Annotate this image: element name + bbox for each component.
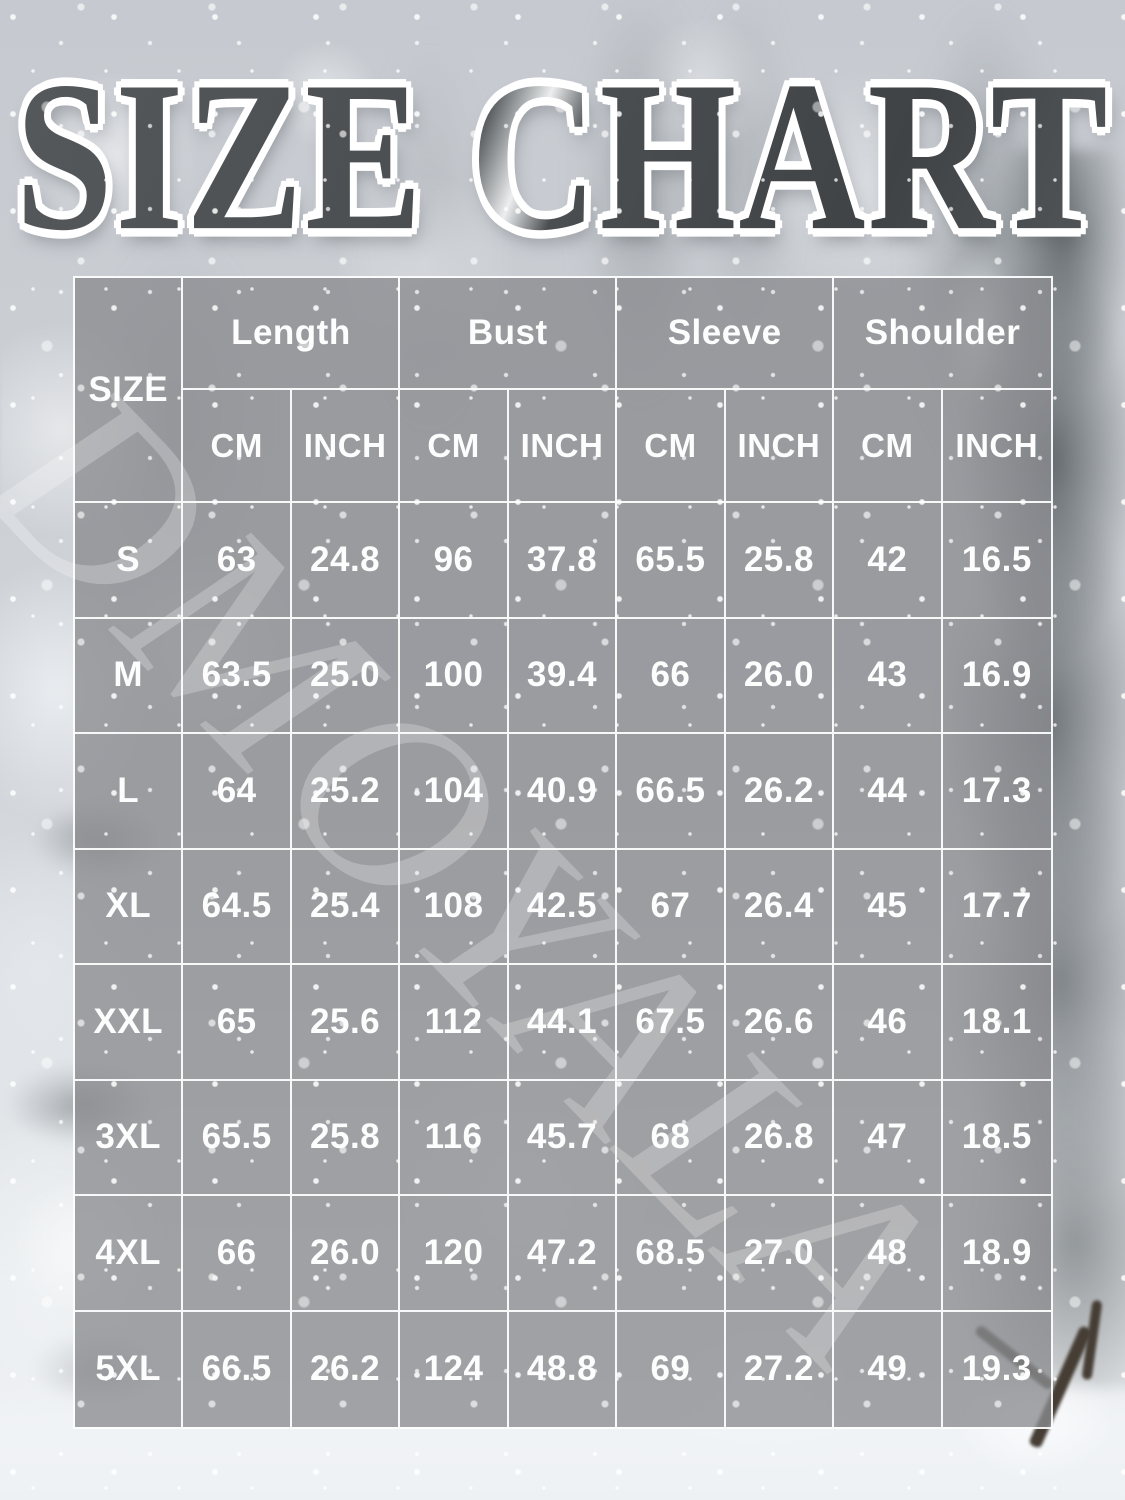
value-cell: 47.2: [508, 1196, 618, 1312]
value-cell: 26.6: [725, 965, 835, 1081]
row-label: M: [75, 618, 184, 734]
unit-header-sleeve-inch: INCH: [725, 390, 835, 503]
unit-header-length-inch: INCH: [291, 390, 401, 503]
row-label: S: [75, 503, 184, 619]
value-cell: 37.8: [508, 503, 618, 619]
size-chart-table: SIZE Length Bust Sleeve Shoulder CM INCH…: [73, 276, 1053, 1429]
value-cell: 46: [834, 965, 943, 1081]
value-cell: 43: [834, 618, 943, 734]
value-cell: 25.8: [291, 1080, 401, 1196]
value-cell: 108: [400, 849, 509, 965]
value-cell: 69: [617, 1311, 726, 1427]
value-cell: 44: [834, 734, 943, 850]
value-cell: 25.2: [291, 734, 401, 850]
row-label: XXL: [75, 965, 184, 1081]
value-cell: 120: [400, 1196, 509, 1312]
value-cell: 42: [834, 503, 943, 619]
group-header-bust: Bust: [400, 278, 618, 390]
value-cell: 66.5: [617, 734, 726, 850]
value-cell: 27.0: [725, 1196, 835, 1312]
value-cell: 16.9: [942, 618, 1051, 734]
group-header-length: Length: [183, 278, 401, 390]
unit-header-sleeve-cm: CM: [617, 390, 726, 503]
value-cell: 26.2: [725, 734, 835, 850]
value-cell: 104: [400, 734, 509, 850]
row-label: XL: [75, 849, 184, 965]
unit-header-length-cm: CM: [183, 390, 292, 503]
value-cell: 16.5: [942, 503, 1051, 619]
value-cell: 26.4: [725, 849, 835, 965]
value-cell: 68.5: [617, 1196, 726, 1312]
value-cell: 18.1: [942, 965, 1051, 1081]
value-cell: 27.2: [725, 1311, 835, 1427]
group-header-sleeve: Sleeve: [617, 278, 835, 390]
value-cell: 26.8: [725, 1080, 835, 1196]
value-cell: 96: [400, 503, 509, 619]
unit-header-bust-cm: CM: [400, 390, 509, 503]
value-cell: 17.3: [942, 734, 1051, 850]
value-cell: 47: [834, 1080, 943, 1196]
value-cell: 65.5: [183, 1080, 292, 1196]
row-label: 3XL: [75, 1080, 184, 1196]
row-label: 5XL: [75, 1311, 184, 1427]
value-cell: 65.5: [617, 503, 726, 619]
value-cell: 25.6: [291, 965, 401, 1081]
value-cell: 63.5: [183, 618, 292, 734]
value-cell: 25.4: [291, 849, 401, 965]
row-label: L: [75, 734, 184, 850]
value-cell: 18.5: [942, 1080, 1051, 1196]
value-cell: 124: [400, 1311, 509, 1427]
unit-header-bust-inch: INCH: [508, 390, 618, 503]
value-cell: 25.0: [291, 618, 401, 734]
value-cell: 112: [400, 965, 509, 1081]
value-cell: 17.7: [942, 849, 1051, 965]
value-cell: 116: [400, 1080, 509, 1196]
value-cell: 64.5: [183, 849, 292, 965]
value-cell: 19.3: [942, 1311, 1051, 1427]
col-header-size: SIZE: [75, 278, 184, 503]
value-cell: 45.7: [508, 1080, 618, 1196]
group-header-shoulder: Shoulder: [834, 278, 1051, 390]
value-cell: 45: [834, 849, 943, 965]
value-cell: 66.5: [183, 1311, 292, 1427]
value-cell: 25.8: [725, 503, 835, 619]
value-cell: 26.0: [725, 618, 835, 734]
value-cell: 18.9: [942, 1196, 1051, 1312]
unit-header-shoulder-inch: INCH: [942, 390, 1051, 503]
value-cell: 39.4: [508, 618, 618, 734]
value-cell: 64: [183, 734, 292, 850]
value-cell: 26.2: [291, 1311, 401, 1427]
value-cell: 24.8: [291, 503, 401, 619]
value-cell: 44.1: [508, 965, 618, 1081]
value-cell: 26.0: [291, 1196, 401, 1312]
value-cell: 48.8: [508, 1311, 618, 1427]
value-cell: 42.5: [508, 849, 618, 965]
value-cell: 40.9: [508, 734, 618, 850]
unit-header-shoulder-cm: CM: [834, 390, 943, 503]
value-cell: 67: [617, 849, 726, 965]
value-cell: 66: [183, 1196, 292, 1312]
value-cell: 66: [617, 618, 726, 734]
value-cell: 68: [617, 1080, 726, 1196]
value-cell: 100: [400, 618, 509, 734]
value-cell: 67.5: [617, 965, 726, 1081]
value-cell: 65: [183, 965, 292, 1081]
value-cell: 48: [834, 1196, 943, 1312]
value-cell: 49: [834, 1311, 943, 1427]
row-label: 4XL: [75, 1196, 184, 1312]
value-cell: 63: [183, 503, 292, 619]
